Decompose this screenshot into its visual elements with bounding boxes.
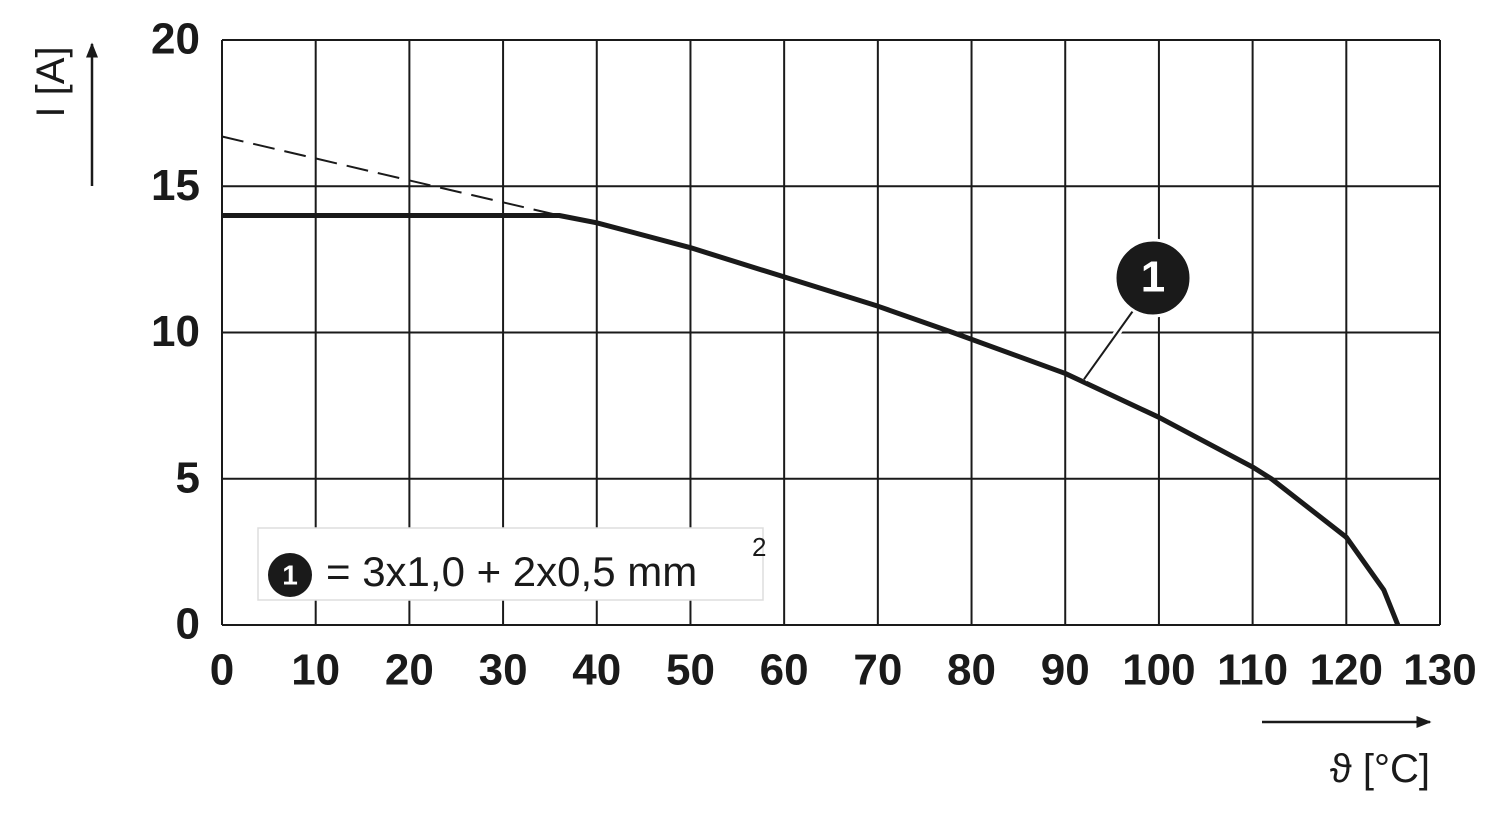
x-tick-label: 20 — [385, 646, 434, 695]
callout-marker — [1113, 238, 1193, 318]
y-tick-label: 5 — [176, 453, 200, 502]
legend-box — [257, 527, 764, 601]
y-axis-label: I [A] — [29, 46, 73, 117]
plot — [221, 135, 1401, 626]
line-series — [222, 213, 1401, 626]
y-tick-label: 20 — [151, 15, 200, 64]
legend-superscript: 2 — [752, 532, 766, 562]
x-tick-label: 0 — [210, 646, 234, 695]
x-tick-label: 100 — [1122, 646, 1195, 695]
x-tick-label: 130 — [1403, 646, 1476, 695]
x-axis-label: ϑ [°C] — [1330, 747, 1430, 791]
line-series — [221, 135, 560, 217]
x-tick-label: 80 — [947, 646, 996, 695]
x-tick-label: 90 — [1041, 646, 1090, 695]
y-tick-label: 0 — [176, 600, 200, 649]
callout-label: 1 — [1141, 253, 1165, 302]
x-tick-label: 30 — [479, 646, 528, 695]
x-tick-label: 70 — [853, 646, 902, 695]
x-tick-label: 120 — [1310, 646, 1383, 695]
callout: 1 — [1081, 238, 1193, 382]
x-tick-label: 110 — [1217, 646, 1288, 695]
legend-marker-label: 1 — [282, 559, 298, 590]
x-tick-label: 40 — [572, 646, 621, 695]
legend-marker — [268, 553, 312, 597]
x-tick-label: 50 — [666, 646, 715, 695]
legend-text: = 3x1,0 + 2x0,5 mm — [326, 548, 697, 595]
grid: 0 5 10 15 20 0 10 20 30 40 50 60 70 80 90 100 110 120 130 — [151, 15, 1477, 695]
x-tick-label: 60 — [760, 646, 809, 695]
callout-leader — [1083, 307, 1136, 380]
y-tick-label: 15 — [151, 161, 200, 210]
x-tick-label: 10 — [291, 646, 340, 695]
y-tick-label: 10 — [151, 307, 200, 356]
